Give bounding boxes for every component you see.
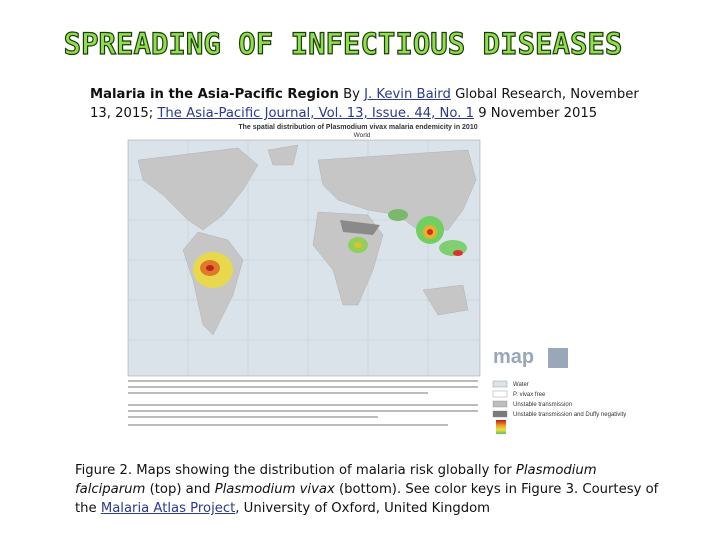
caption-text: (bottom). See color keys in Figure 3. Co… <box>75 482 659 516</box>
endemicity-areas <box>193 209 467 288</box>
map-project-link[interactable]: Malaria Atlas Project <box>100 501 236 516</box>
species-name: Plasmodium vivax <box>214 482 335 497</box>
slide-title: SPREADING OF INFECTIOUS DISEASES <box>64 27 623 61</box>
intro-bold: Malaria in the Asia-Pacific Region <box>90 87 339 102</box>
map-figure: The spatial distribution of Plasmodium v… <box>118 120 653 435</box>
legend-label: P. vivax free <box>513 392 546 398</box>
intro-text: By <box>338 87 365 102</box>
species-name: Plasmodium falciparum <box>75 463 597 497</box>
map-title: The spatial distribution of Plasmodium v… <box>238 124 477 131</box>
journal-link[interactable]: The Asia-Pacific Journal, Vol. 13, Issue… <box>157 106 474 121</box>
map-logo: map <box>493 346 534 368</box>
title-box: SPREADING OF INFECTIOUS DISEASES <box>63 26 623 61</box>
caption-text: , University of Oxford, United Kingdom <box>235 501 490 516</box>
author-link[interactable]: J. Kevin Baird <box>364 87 451 102</box>
logo-box <box>548 348 568 368</box>
intro-text: 9 November 2015 <box>474 106 598 121</box>
legend-label: Unstable transmission <box>513 402 572 408</box>
intro-text: Global Research, November 13, 2015; <box>90 87 639 121</box>
map-subtitle: World <box>354 132 371 139</box>
legend-label: Water <box>513 382 529 388</box>
intro-paragraph: Malaria in the Asia-Pacific Region By J.… <box>90 85 660 123</box>
legend-label: Unstable transmission and Duffy negativi… <box>513 412 626 418</box>
footnote-text <box>128 380 478 426</box>
legend: Water P. vivax free Unstable transmissio… <box>492 380 626 434</box>
caption-text: (top) and <box>145 482 215 497</box>
caption: Figure 2. Maps showing the distribution … <box>75 461 660 518</box>
caption-text: Figure 2. Maps showing the distribution … <box>75 463 516 478</box>
